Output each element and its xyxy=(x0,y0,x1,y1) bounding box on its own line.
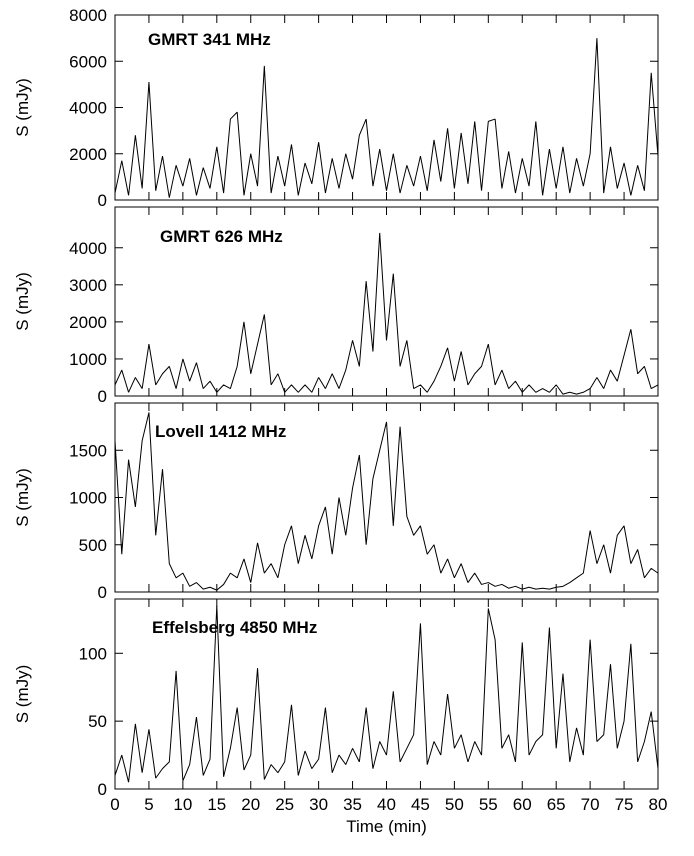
x-tick-label: 45 xyxy=(411,795,430,814)
y-tick-label: 0 xyxy=(98,191,107,210)
x-tick-label: 50 xyxy=(445,795,464,814)
x-tick-label: 80 xyxy=(649,795,668,814)
panel-title: GMRT 626 MHz xyxy=(160,227,283,246)
data-line xyxy=(114,605,659,783)
y-tick-label: 1000 xyxy=(69,350,107,369)
x-tick-label: 20 xyxy=(241,795,260,814)
x-tick-label: 55 xyxy=(479,795,498,814)
panel-title: GMRT 341 MHz xyxy=(148,30,271,49)
x-tick-label: 30 xyxy=(309,795,328,814)
x-tick-label: 0 xyxy=(110,795,119,814)
y-axis-label: S (mJy) xyxy=(13,78,32,137)
data-line xyxy=(114,412,659,591)
x-tick-label: 25 xyxy=(275,795,294,814)
y-tick-label: 2000 xyxy=(69,145,107,164)
y-tick-label: 1000 xyxy=(69,489,107,508)
panel-title: Effelsberg 4850 MHz xyxy=(152,618,317,637)
y-axis-label: S (mJy) xyxy=(13,468,32,527)
x-tick-label: 75 xyxy=(615,795,634,814)
y-tick-label: 1500 xyxy=(69,441,107,460)
y-tick-label: 0 xyxy=(98,583,107,602)
x-tick-label: 5 xyxy=(144,795,153,814)
y-tick-label: 8000 xyxy=(69,6,107,25)
y-axis-label: S (mJy) xyxy=(13,665,32,724)
x-tick-label: 65 xyxy=(547,795,566,814)
y-tick-label: 50 xyxy=(88,712,107,731)
x-axis-label: Time (min) xyxy=(346,817,427,836)
x-tick-label: 60 xyxy=(513,795,532,814)
y-tick-label: 6000 xyxy=(69,52,107,71)
data-line xyxy=(114,38,659,198)
y-tick-label: 4000 xyxy=(69,239,107,258)
y-tick-label: 100 xyxy=(79,644,107,663)
y-tick-label: 3000 xyxy=(69,276,107,295)
panel-title: Lovell 1412 MHz xyxy=(155,422,286,441)
x-tick-label: 15 xyxy=(207,795,226,814)
data-line xyxy=(114,232,659,395)
y-axis-label: S (mJy) xyxy=(13,272,32,331)
x-tick-label: 35 xyxy=(343,795,362,814)
x-tick-label: 40 xyxy=(377,795,396,814)
x-tick-label: 70 xyxy=(581,795,600,814)
y-tick-label: 4000 xyxy=(69,99,107,118)
y-tick-label: 0 xyxy=(98,780,107,799)
x-tick-label: 10 xyxy=(173,795,192,814)
y-tick-label: 500 xyxy=(79,536,107,555)
y-tick-label: 0 xyxy=(98,387,107,406)
y-tick-label: 2000 xyxy=(69,313,107,332)
